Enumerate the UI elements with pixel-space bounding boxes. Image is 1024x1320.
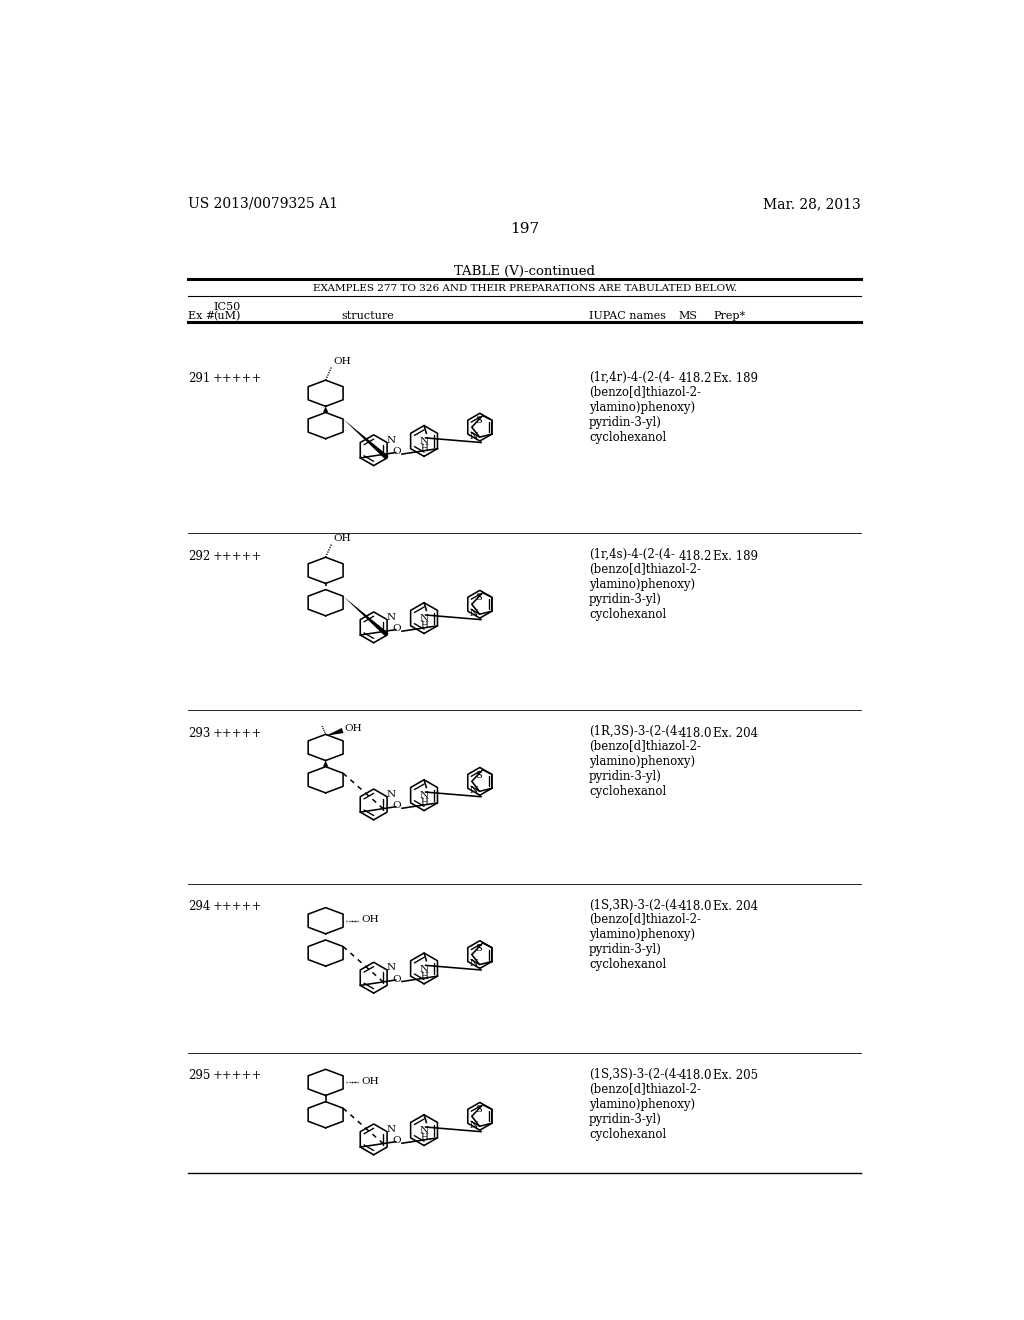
Text: 418.0: 418.0 <box>678 1069 712 1082</box>
Text: N: N <box>420 437 429 446</box>
Text: H: H <box>420 444 428 453</box>
Polygon shape <box>323 407 329 412</box>
Text: Ex. 205: Ex. 205 <box>713 1069 758 1082</box>
Text: N: N <box>469 787 478 795</box>
Text: 197: 197 <box>510 222 540 235</box>
Text: +++++: +++++ <box>213 726 262 739</box>
Text: OH: OH <box>344 725 361 734</box>
Text: 292: 292 <box>188 549 211 562</box>
Text: (uM): (uM) <box>213 312 241 321</box>
Text: S: S <box>475 771 482 780</box>
Text: Mar. 28, 2013: Mar. 28, 2013 <box>764 197 861 211</box>
Text: +++++: +++++ <box>213 1069 262 1082</box>
Text: 291: 291 <box>188 372 211 385</box>
Text: MS: MS <box>678 312 697 321</box>
Text: 418.2: 418.2 <box>678 372 712 385</box>
Text: Ex. 204: Ex. 204 <box>713 726 758 739</box>
Text: O: O <box>392 801 400 810</box>
Polygon shape <box>343 597 389 636</box>
Text: N: N <box>387 1125 395 1134</box>
Text: (1S,3S)-3-(2-(4-
(benzo[d]thiazol-2-
ylamino)phenoxy)
pyridin-3-yl)
cyclohexanol: (1S,3S)-3-(2-(4- (benzo[d]thiazol-2- yla… <box>589 1068 701 1140</box>
Polygon shape <box>343 418 389 459</box>
Text: N: N <box>420 614 429 623</box>
Text: H: H <box>420 1133 428 1142</box>
Text: (1R,3S)-3-(2-(4-
(benzo[d]thiazol-2-
ylamino)phenoxy)
pyridin-3-yl)
cyclohexanol: (1R,3S)-3-(2-(4- (benzo[d]thiazol-2- yla… <box>589 725 701 799</box>
Text: N: N <box>420 1126 429 1135</box>
Text: 418.2: 418.2 <box>678 549 712 562</box>
Text: 418.0: 418.0 <box>678 726 712 739</box>
Text: 294: 294 <box>188 900 211 913</box>
Text: 418.0: 418.0 <box>678 900 712 913</box>
Text: OH: OH <box>334 533 351 543</box>
Text: OH: OH <box>334 356 351 366</box>
Text: N: N <box>469 1121 478 1130</box>
Text: N: N <box>469 960 478 969</box>
Text: N: N <box>469 609 478 618</box>
Text: EXAMPLES 277 TO 326 AND THEIR PREPARATIONS ARE TABULATED BELOW.: EXAMPLES 277 TO 326 AND THEIR PREPARATIO… <box>312 284 737 293</box>
Text: IC50: IC50 <box>213 302 241 313</box>
Text: O: O <box>392 974 400 983</box>
Text: Ex. 204: Ex. 204 <box>713 900 758 913</box>
Text: H: H <box>420 622 428 630</box>
Text: O: O <box>392 1137 400 1146</box>
Text: IUPAC names: IUPAC names <box>589 312 667 321</box>
Text: H: H <box>420 972 428 981</box>
Polygon shape <box>326 727 343 737</box>
Text: N: N <box>420 965 429 974</box>
Text: H: H <box>420 799 428 808</box>
Text: OH: OH <box>361 1077 379 1086</box>
Text: 293: 293 <box>188 726 211 739</box>
Text: S: S <box>475 1106 482 1114</box>
Text: 295: 295 <box>188 1069 211 1082</box>
Text: O: O <box>392 624 400 634</box>
Text: structure: structure <box>342 312 394 321</box>
Text: US 2013/0079325 A1: US 2013/0079325 A1 <box>188 197 339 211</box>
Text: S: S <box>475 594 482 602</box>
Text: +++++: +++++ <box>213 900 262 913</box>
Polygon shape <box>323 760 329 767</box>
Text: N: N <box>469 432 478 441</box>
Text: (1r,4s)-4-(2-(4-
(benzo[d]thiazol-2-
ylamino)phenoxy)
pyridin-3-yl)
cyclohexanol: (1r,4s)-4-(2-(4- (benzo[d]thiazol-2- yla… <box>589 548 701 620</box>
Text: (1S,3R)-3-(2-(4-
(benzo[d]thiazol-2-
ylamino)phenoxy)
pyridin-3-yl)
cyclohexanol: (1S,3R)-3-(2-(4- (benzo[d]thiazol-2- yla… <box>589 899 701 972</box>
Text: N: N <box>387 612 395 622</box>
Text: +++++: +++++ <box>213 372 262 385</box>
Text: S: S <box>475 944 482 953</box>
Text: Ex. 189: Ex. 189 <box>713 549 758 562</box>
Text: Ex. 189: Ex. 189 <box>713 372 758 385</box>
Text: N: N <box>387 789 395 799</box>
Text: O: O <box>392 447 400 457</box>
Text: N: N <box>387 964 395 972</box>
Text: TABLE (V)-continued: TABLE (V)-continued <box>455 264 595 277</box>
Text: S: S <box>475 416 482 425</box>
Text: OH: OH <box>361 916 379 924</box>
Text: N: N <box>420 792 429 800</box>
Text: N: N <box>387 436 395 445</box>
Text: (1r,4r)-4-(2-(4-
(benzo[d]thiazol-2-
ylamino)phenoxy)
pyridin-3-yl)
cyclohexanol: (1r,4r)-4-(2-(4- (benzo[d]thiazol-2- yla… <box>589 371 701 444</box>
Text: Prep*: Prep* <box>713 312 745 321</box>
Text: +++++: +++++ <box>213 549 262 562</box>
Text: Ex #: Ex # <box>188 312 216 321</box>
